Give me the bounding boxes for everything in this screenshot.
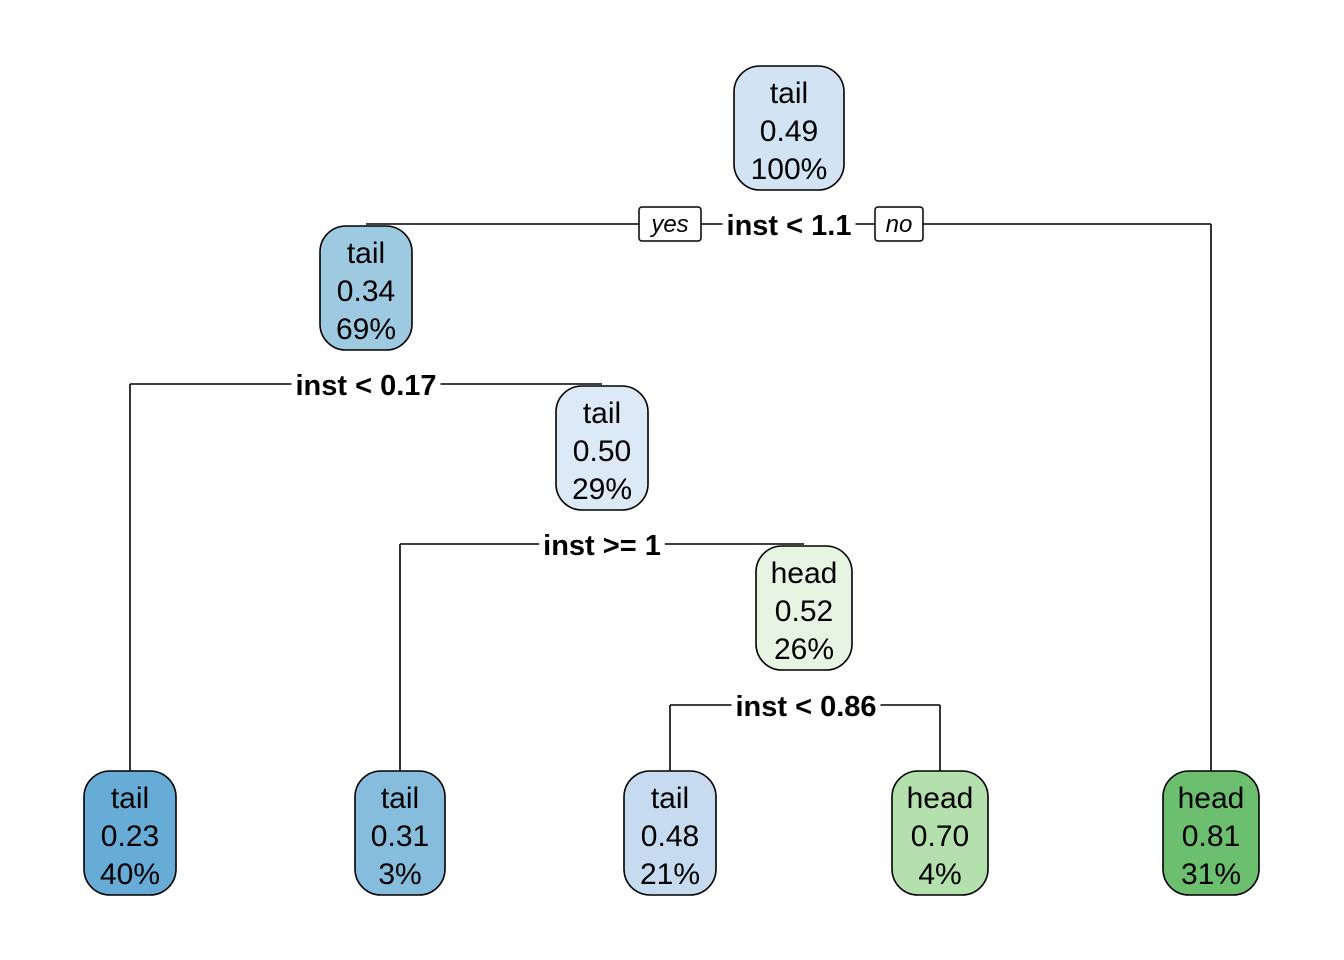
- split-label-s3: inst >= 1: [539, 528, 665, 562]
- node-box: [755, 545, 853, 671]
- node-pct: 21%: [640, 858, 700, 891]
- node-prob: 0.48: [641, 820, 699, 853]
- node-class: head: [1178, 782, 1245, 815]
- node-class: tail: [381, 782, 419, 815]
- node-pct: 100%: [751, 153, 828, 186]
- node-pct: 29%: [572, 473, 632, 506]
- tree-node-n2: tail 0.34 69%: [319, 225, 413, 351]
- split-text: inst < 0.17: [295, 370, 436, 402]
- node-class: tail: [770, 77, 808, 110]
- split-label-s4: inst < 0.86: [731, 689, 881, 723]
- node-box: [891, 770, 989, 896]
- node-class: head: [907, 782, 974, 815]
- tree-node-leaf5: head 0.81 31%: [1162, 770, 1260, 896]
- node-pct: 69%: [336, 313, 396, 346]
- node-pct: 40%: [100, 858, 160, 891]
- svg-text:no: no: [886, 211, 913, 238]
- node-class: head: [771, 557, 838, 590]
- tree-node-n4: head 0.52 26%: [755, 545, 853, 671]
- node-box: [555, 385, 649, 511]
- split-text: inst < 0.86: [735, 691, 876, 723]
- node-class: tail: [111, 782, 149, 815]
- node-class: tail: [651, 782, 689, 815]
- no-label: no: [874, 206, 924, 242]
- node-prob: 0.52: [775, 595, 833, 628]
- node-box: [319, 225, 413, 351]
- node-box: [623, 770, 717, 896]
- tree-node-leaf1: tail 0.23 40%: [83, 770, 177, 896]
- tree-node-leaf3: tail 0.48 21%: [623, 770, 717, 896]
- split-text: inst >= 1: [543, 530, 661, 562]
- node-box: [354, 770, 446, 896]
- node-box: [1162, 770, 1260, 896]
- tree-node-leaf4: head 0.70 4%: [891, 770, 989, 896]
- node-pct: 4%: [918, 858, 961, 891]
- split-text: inst < 1.1: [727, 210, 852, 242]
- node-box: [83, 770, 177, 896]
- node-class: tail: [583, 397, 621, 430]
- node-box: [733, 65, 845, 191]
- node-prob: 0.23: [101, 820, 159, 853]
- tree-node-root: tail 0.49 100%: [733, 65, 845, 191]
- node-prob: 0.34: [337, 275, 395, 308]
- node-prob: 0.50: [573, 435, 631, 468]
- node-class: tail: [347, 237, 385, 270]
- node-prob: 0.31: [371, 820, 429, 853]
- split-label-s1: inst < 1.1: [722, 208, 856, 242]
- tree-node-n3: tail 0.50 29%: [555, 385, 649, 511]
- node-pct: 3%: [378, 858, 421, 891]
- svg-text:yes: yes: [649, 211, 688, 238]
- node-pct: 31%: [1181, 858, 1241, 891]
- node-prob: 0.81: [1182, 820, 1240, 853]
- node-pct: 26%: [774, 633, 834, 666]
- node-prob: 0.49: [760, 115, 818, 148]
- split-label-s2: inst < 0.17: [291, 368, 441, 402]
- yes-label: yes: [638, 206, 702, 242]
- tree-node-leaf2: tail 0.31 3%: [354, 770, 446, 896]
- node-prob: 0.70: [911, 820, 969, 853]
